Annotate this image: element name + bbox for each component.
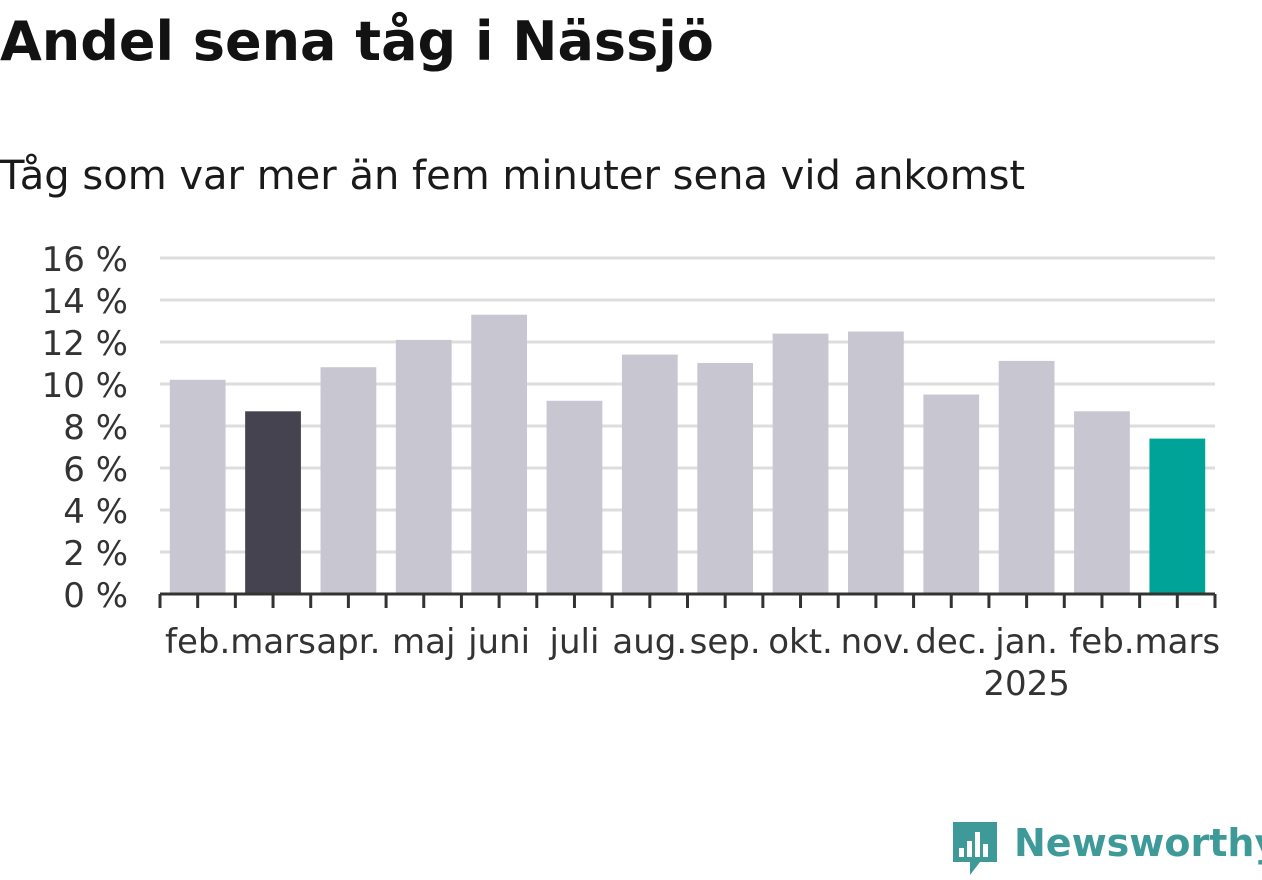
y-tick-label: 16 % (42, 240, 128, 280)
y-tick-label: 10 % (42, 366, 128, 406)
bar (772, 333, 829, 594)
x-tick-label: juni (467, 622, 530, 662)
chart-subtitle: Tåg som var mer än fem minuter sena vid … (0, 153, 1026, 199)
gridlines (160, 256, 1215, 554)
y-axis-tick-labels: 0 %2 %4 %6 %8 %10 %12 %14 %16 % (42, 240, 128, 616)
x-tick-label: jan. (994, 622, 1058, 662)
x-axis-tick-labels: feb. mars apr. maj juni juli aug. sep. okt. nov. d… (165, 622, 1220, 704)
x-tick-label: sep. (690, 622, 761, 662)
bar (320, 367, 377, 594)
bar (1074, 411, 1130, 594)
x-tick-label: juli (549, 622, 600, 662)
y-tick-label: 6 % (63, 450, 128, 490)
x-tick-label: maj (392, 622, 455, 662)
bar (998, 360, 1055, 594)
bar (245, 411, 301, 594)
bars (169, 314, 1206, 594)
bar (169, 379, 226, 594)
y-tick-label: 0 % (63, 576, 128, 616)
x-tick-label: nov. (841, 622, 912, 662)
x-tick-label: mars (230, 622, 316, 662)
bar (395, 339, 452, 594)
bar (621, 354, 678, 594)
y-tick-label: 4 % (63, 492, 128, 532)
bar (546, 400, 603, 594)
bar (697, 363, 754, 594)
x-axis (158, 592, 1217, 608)
y-tick-label: 2 % (63, 534, 128, 574)
x-tick-label: dec. (915, 622, 987, 662)
x-year-label: 2025 (983, 664, 1070, 704)
chart-title: Andel sena tåg i Nässjö (0, 10, 714, 73)
newsworthy-logo: Newsworthy (950, 818, 1262, 880)
x-tick-label: feb. (165, 622, 230, 662)
y-tick-label: 12 % (42, 324, 128, 364)
y-tick-label: 8 % (63, 408, 128, 448)
brand-name: Newsworthy (1014, 821, 1262, 865)
bar (471, 314, 527, 594)
x-tick-label: feb. (1069, 622, 1134, 662)
x-tick-label: aug. (612, 622, 687, 662)
x-tick-label: mars (1134, 622, 1220, 662)
x-tick-label: okt. (768, 622, 833, 662)
bar (848, 331, 904, 594)
x-tick-label: apr. (316, 622, 380, 662)
bar (1149, 438, 1206, 594)
bar-chart-speech-bubble-icon (953, 822, 997, 875)
bar (923, 394, 980, 594)
y-tick-label: 14 % (42, 282, 128, 322)
